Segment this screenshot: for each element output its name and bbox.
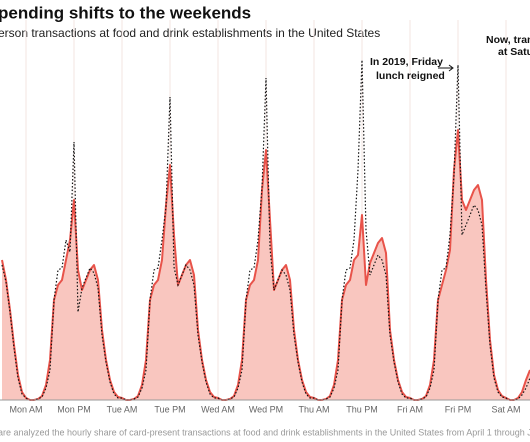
annotation: at Satur xyxy=(498,46,530,58)
annotation-arrowhead xyxy=(448,64,454,72)
x-tick-label: Fri AM xyxy=(397,404,423,414)
footnote: are analyzed the hourly share of card-pr… xyxy=(0,427,530,437)
plot xyxy=(0,20,530,401)
chart-subtitle: erson transactions at food and drink est… xyxy=(0,26,380,40)
x-tick-label: Wed AM xyxy=(201,404,235,414)
annotation: Now, tran xyxy=(486,34,530,46)
annotation: lunch reigned xyxy=(376,70,445,82)
x-tick-label: Mon PM xyxy=(57,404,91,414)
chart-title: pending shifts to the weekends xyxy=(0,3,251,22)
x-tick-label: Sat AM xyxy=(491,404,520,414)
x-tick-label: Mon AM xyxy=(9,404,42,414)
x-tick-label: Wed PM xyxy=(249,404,283,414)
annotation: In 2019, Friday xyxy=(370,56,443,68)
x-tick-label: Tue PM xyxy=(154,404,185,414)
x-tick-label: Thu PM xyxy=(346,404,378,414)
x-tick-label: Thu AM xyxy=(298,404,329,414)
line xyxy=(1,129,530,401)
x-tick-label: Tue AM xyxy=(107,404,138,414)
area xyxy=(2,130,530,400)
x-tick-label: Fri PM xyxy=(445,404,472,414)
line xyxy=(1,59,530,401)
